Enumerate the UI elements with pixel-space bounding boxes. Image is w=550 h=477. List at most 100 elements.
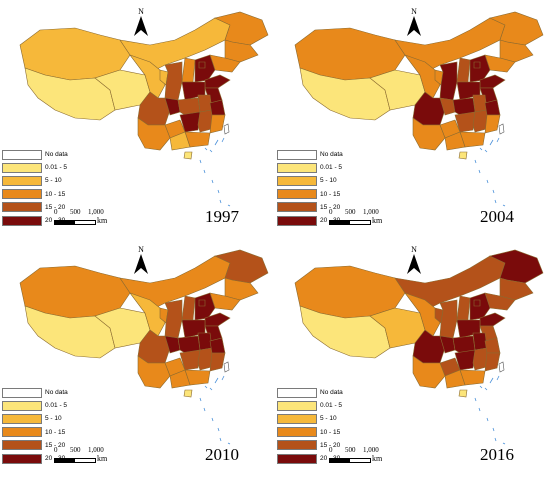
legend-label: 5 - 10 (320, 177, 337, 185)
scale-tick-label: 1,000 (88, 446, 104, 454)
island-mark (478, 169, 481, 174)
north-label: N (411, 245, 417, 254)
legend-label: 10 - 15 (45, 428, 66, 436)
legend-swatch (277, 189, 317, 200)
scale-unit: km (372, 454, 383, 463)
legend-swatch (277, 453, 317, 464)
island-mark (489, 377, 494, 384)
legend-label: 0.01 - 5 (45, 402, 68, 410)
legend-label: No data (45, 389, 68, 397)
island-mark (489, 139, 494, 146)
island-mark (474, 397, 477, 402)
province-fj (484, 114, 501, 134)
north-arrow-icon: N (133, 8, 149, 41)
island-mark (486, 179, 489, 184)
scale-tick-label: 500 (345, 446, 356, 454)
island-mark (204, 385, 208, 389)
island-mark (484, 387, 488, 391)
scale-tick-label: 1,000 (88, 208, 104, 216)
island-mark (502, 442, 506, 445)
province-hun (179, 349, 201, 371)
legend-item: No data (2, 386, 68, 399)
year-label: 1997 (205, 207, 239, 226)
scale-bar-graphic (54, 458, 96, 463)
island-mark (484, 149, 488, 153)
island-mark (496, 375, 500, 381)
province-hain (458, 389, 468, 398)
province-gx (169, 369, 191, 389)
legend-swatch (277, 440, 317, 451)
scale-tick-label: 500 (70, 446, 81, 454)
legend-item: 10 - 15 (2, 188, 68, 201)
island-mark (214, 139, 219, 146)
legend-swatch (2, 162, 42, 173)
province-hain (183, 389, 193, 398)
taiwan-outline (223, 361, 230, 373)
island-mark (492, 427, 495, 432)
legend-item: No data (277, 386, 343, 399)
legend-swatch (277, 215, 317, 226)
province-shx (439, 61, 458, 101)
legend-label: 10 - 15 (45, 190, 66, 198)
north-label: N (411, 7, 417, 16)
province-yn (137, 355, 171, 389)
province-gs (404, 54, 441, 99)
province-gs (129, 54, 166, 99)
province-tibet (24, 305, 116, 359)
province-zj (484, 99, 501, 116)
year-label: 2016 (480, 445, 514, 464)
province-cq (439, 97, 456, 116)
legend-item: 15 - 20 (277, 201, 343, 214)
island-mark (204, 147, 208, 151)
province-bj (473, 299, 481, 307)
legend-swatch (277, 149, 317, 160)
china-map (294, 11, 544, 207)
scale-bar-graphic (329, 458, 371, 463)
legend-item: 0.01 - 5 (277, 161, 343, 174)
province-hain (458, 151, 468, 160)
province-gx (169, 131, 191, 151)
legend-item: 5 - 10 (277, 174, 343, 187)
island-mark (227, 204, 231, 207)
legend-label: 0.01 - 5 (320, 402, 343, 410)
north-arrow-icon: N (133, 246, 149, 279)
legend-swatch (2, 189, 42, 200)
island-mark (203, 169, 206, 174)
legend-label: 10 - 15 (320, 190, 341, 198)
scale-tick-label: 500 (70, 208, 81, 216)
legend-label: 10 - 15 (320, 428, 341, 436)
province-cq (439, 335, 456, 354)
island-mark (227, 442, 231, 445)
legend-swatch (277, 400, 317, 411)
island-mark (494, 437, 497, 442)
legend-label: 15 - 20 (45, 441, 66, 449)
scale-bar: 0 500 1,000 km (329, 446, 391, 463)
scale-tick-label: 500 (345, 208, 356, 216)
scale-tick-label: 0 (54, 208, 58, 216)
island-mark (209, 387, 213, 391)
island-mark (502, 204, 506, 207)
legend-item: 5 - 10 (277, 412, 343, 425)
north-label: N (138, 245, 144, 254)
scale-bar: 0 500 1,000 km (329, 208, 391, 225)
scale-tick-label: 0 (329, 208, 333, 216)
province-fj (484, 352, 501, 372)
province-tibet (299, 67, 391, 121)
legend-label: 0.01 - 5 (320, 164, 343, 172)
legend-item: 15 - 20 (2, 201, 68, 214)
scale-bar-graphic (54, 220, 96, 225)
legend-swatch (2, 175, 42, 186)
taiwan-outline (498, 123, 505, 135)
island-mark (492, 189, 495, 194)
scale-bar: 0 500 1,000 km (54, 446, 116, 463)
province-gx (444, 369, 466, 389)
legend-item: No data (277, 148, 343, 161)
island-mark (217, 189, 220, 194)
legend-swatch (2, 413, 42, 424)
legend-item: 0.01 - 5 (277, 399, 343, 412)
province-hun (454, 349, 476, 371)
china-map (19, 249, 269, 445)
